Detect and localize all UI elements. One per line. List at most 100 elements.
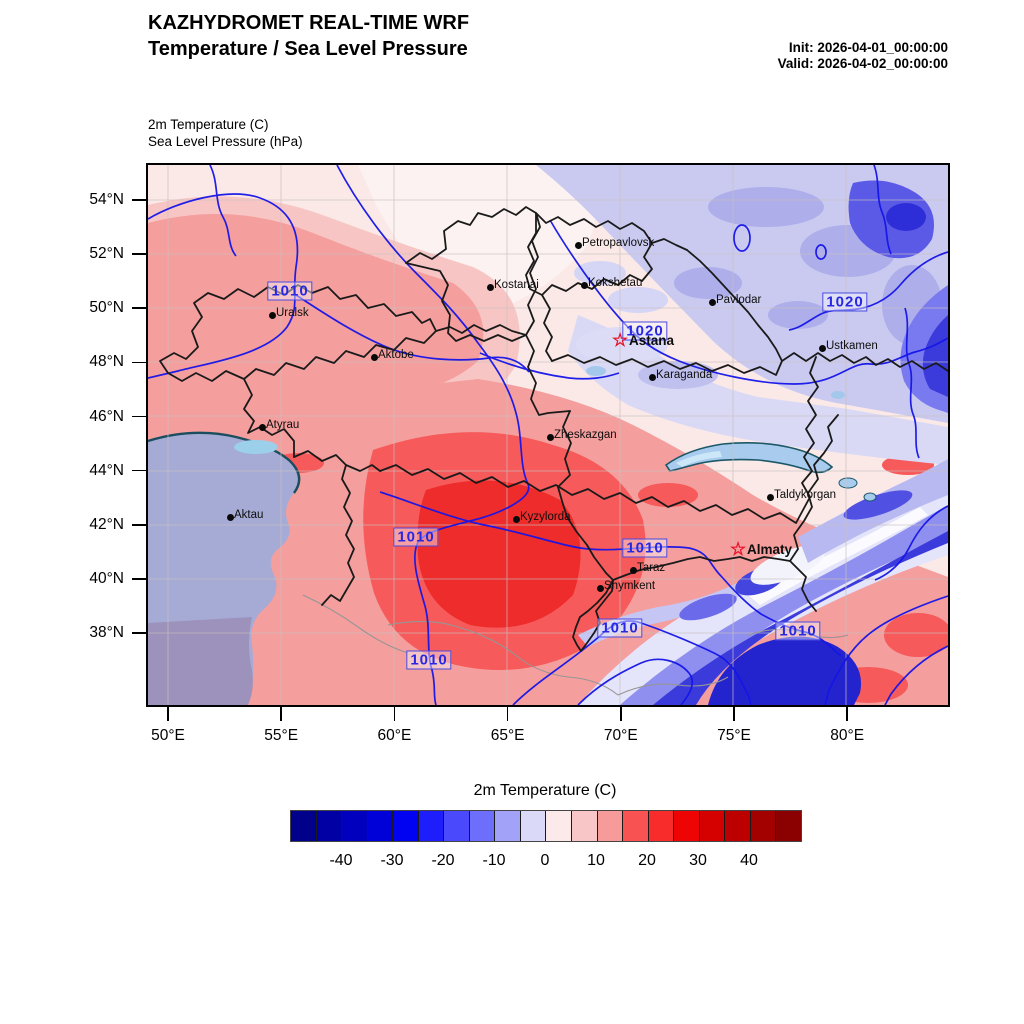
colorbar-segment: [469, 811, 496, 841]
colorbar-segment: [316, 811, 343, 841]
city-dot: [512, 515, 520, 523]
lon-tick: [846, 707, 848, 721]
city-dot: [574, 241, 582, 249]
pressure-label-layer: 1010 1020 1020 1010 1010 1010 1010 1010: [148, 165, 948, 705]
lat-tick-label: 54°N: [89, 191, 124, 208]
pressure-label: 1010: [406, 650, 452, 670]
colorbar-tick-label: -20: [431, 852, 455, 869]
city-label: Aktobe: [378, 349, 414, 361]
lat-tick: [132, 469, 147, 472]
map-canvas: 1010 1020 1020 1010 1010 1010 1010 1010 Petropa…: [146, 163, 950, 707]
city-dot: [580, 281, 588, 289]
colorbar-segment: [572, 811, 598, 841]
colorbar-tick-label: 0: [540, 852, 550, 869]
city-dot: [370, 353, 378, 361]
city-label: Taraz: [637, 562, 666, 574]
city-dot: [708, 298, 716, 306]
init-timestamp: Init: 2026-04-01_00:00:00: [788, 40, 948, 55]
lat-tick-label: 48°N: [89, 353, 124, 371]
colorbar-tick-label: 40: [740, 852, 758, 869]
city-label: Shymkent: [604, 580, 656, 592]
colorbar-tick-label: -10: [482, 852, 506, 869]
colorbar-segment: [750, 811, 777, 841]
lat-tick: [132, 578, 147, 580]
lat-tick: [132, 253, 147, 255]
city-label: Almaty: [747, 542, 793, 557]
pressure-label: 1020: [822, 292, 868, 312]
colorbar-tick-label: 10: [587, 852, 605, 869]
colorbar-segment: [546, 811, 573, 841]
colorbar-tick-label: -30: [380, 852, 404, 869]
lat-tick: [132, 361, 147, 364]
lat-tick: [132, 632, 147, 634]
city-label: Kokshetau: [588, 277, 643, 289]
colorbar-segment: [367, 811, 394, 841]
city-label: Pavlodar: [716, 294, 762, 306]
field-label-temperature: 2m Temperature (C): [148, 117, 269, 132]
lat-tick: [132, 307, 147, 310]
colorbar-tick-label: -40: [329, 852, 353, 869]
pressure-label: 1010: [622, 538, 668, 558]
lon-tick: [733, 707, 735, 721]
lon-tick-label: 70°E: [603, 727, 638, 744]
field-labels: 2m Temperature (C) Sea Level Pressure (h…: [148, 116, 303, 150]
lon-tick: [280, 707, 282, 721]
lat-tick: [132, 523, 147, 526]
page-title: KAZHYDROMET REAL-TIME WRF: [148, 12, 470, 34]
lon-tick-label: 55°E: [264, 727, 299, 744]
colorbar-segment: [699, 811, 726, 841]
city-dot: [226, 513, 234, 521]
pressure-label: 1010: [597, 618, 643, 638]
lat-tick-label: 44°N: [89, 461, 124, 479]
pressure-label: 1010: [775, 621, 821, 641]
colorbar-tick-label: 30: [689, 852, 707, 869]
lon-tick: [506, 707, 509, 721]
colorbar-title: 2m Temperature (C): [473, 782, 617, 799]
lon-tick-label: 50°E: [151, 727, 185, 744]
valid-timestamp: Valid: 2026-04-02_00:00:00: [777, 56, 948, 71]
colorbar: [290, 810, 802, 842]
lon-tick: [167, 707, 169, 721]
city-dot: [268, 311, 276, 319]
colorbar-segment: [725, 811, 751, 841]
lon-tick: [620, 707, 622, 721]
city-dot: [818, 344, 826, 352]
capital-star-icon: ☆: [612, 330, 629, 350]
colorbar-segment: [648, 811, 675, 841]
colorbar-segment: [776, 811, 801, 841]
page-subtitle: Temperature / Sea Level Pressure: [148, 38, 468, 60]
pressure-label: 1020: [622, 321, 668, 341]
city-dot: [258, 423, 266, 431]
city-label: Taldykorgan: [774, 489, 837, 501]
colorbar-segment: [418, 811, 445, 841]
city-label: Kostanai: [494, 279, 539, 291]
lon-tick-label: 65°E: [490, 727, 525, 744]
city-label: Uralsk: [276, 307, 309, 319]
field-label-pressure: Sea Level Pressure (hPa): [148, 134, 303, 149]
colorbar-segment: [597, 811, 624, 841]
lon-tick-label: 75°E: [717, 727, 751, 744]
city-label: Ustkamen: [826, 340, 878, 352]
lat-tick-label: 42°N: [89, 515, 124, 533]
city-label: Atyrau: [266, 419, 300, 431]
lon-tick-label: 80°E: [830, 727, 865, 744]
colorbar-tick-label: 20: [638, 852, 656, 869]
pressure-label: 1010: [393, 527, 439, 547]
lon-tick: [393, 707, 396, 721]
lat-tick: [132, 199, 147, 201]
city-dot: [648, 373, 656, 381]
city-label: Kyzylorda: [520, 511, 571, 523]
city-label: Petropavlovsk: [582, 237, 655, 249]
city-dot: [629, 566, 637, 574]
lat-tick-label: 46°N: [89, 407, 124, 425]
lat-tick-label: 38°N: [89, 624, 124, 641]
map-art: [148, 165, 948, 705]
city-dot: [546, 433, 554, 441]
city-label: Astana: [629, 333, 675, 348]
title-block: KAZHYDROMET REAL-TIME WRF Temperature / …: [148, 10, 469, 62]
city-label: Aktau: [234, 509, 264, 521]
lat-tick-label: 50°N: [89, 299, 124, 317]
colorbar-segment: [674, 811, 700, 841]
colorbar-segment: [342, 811, 368, 841]
